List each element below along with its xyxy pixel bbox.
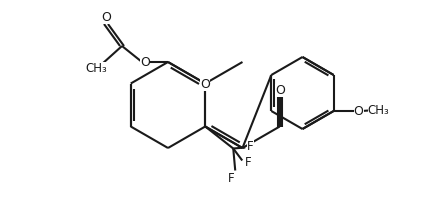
Text: O: O [101, 10, 111, 24]
Text: O: O [275, 84, 285, 97]
Text: O: O [354, 105, 364, 117]
Text: F: F [228, 172, 234, 185]
Text: O: O [140, 55, 150, 69]
Text: CH₃: CH₃ [368, 104, 390, 116]
Text: F: F [245, 156, 251, 169]
Text: CH₃: CH₃ [85, 62, 107, 74]
Text: F: F [247, 140, 254, 153]
Text: O: O [200, 78, 210, 91]
